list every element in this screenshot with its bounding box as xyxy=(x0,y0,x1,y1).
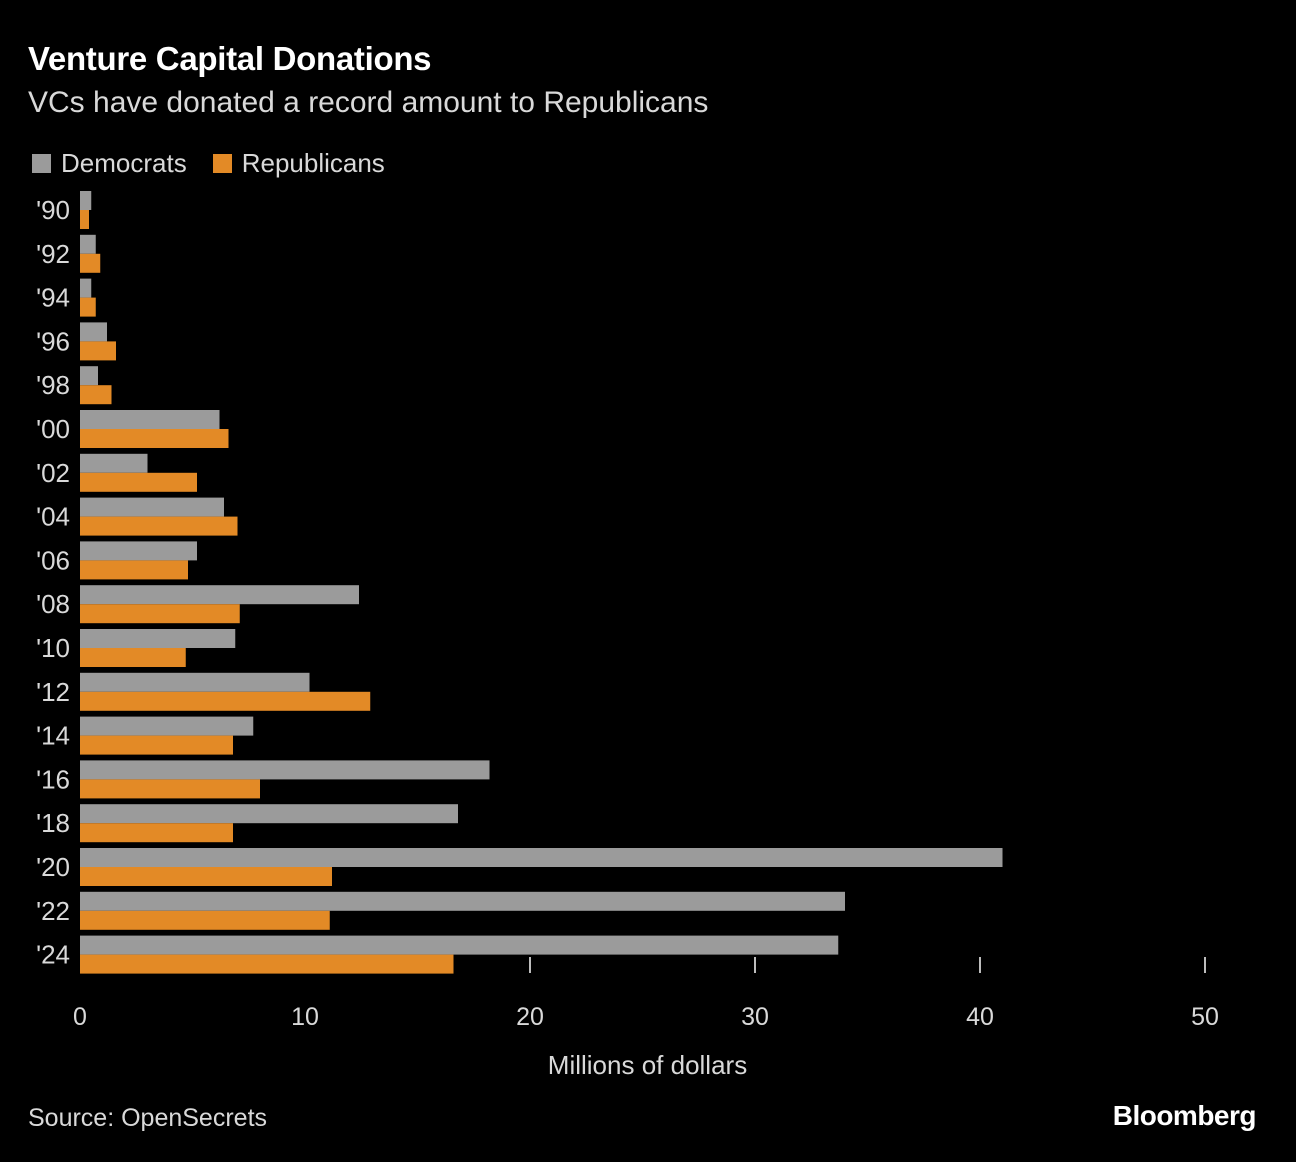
bloomberg-logo: Bloomberg xyxy=(1112,1100,1257,1131)
bar-democrats-11 xyxy=(80,672,310,692)
category-label-11: '12 xyxy=(36,677,70,707)
legend: Democrats Republicans xyxy=(32,148,411,179)
bar-democrats-15 xyxy=(80,848,1003,867)
category-label-13: '16 xyxy=(36,764,70,794)
bar-republicans-2 xyxy=(80,297,96,317)
category-label-9: '08 xyxy=(36,589,70,619)
category-label-4: '98 xyxy=(36,370,70,400)
bar-republicans-0 xyxy=(80,210,89,229)
bar-democrats-9 xyxy=(80,585,359,605)
category-label-6: '02 xyxy=(36,458,70,488)
x-tick-label-10: 10 xyxy=(291,1003,319,1031)
bar-democrats-17 xyxy=(80,935,839,955)
bar-democrats-1 xyxy=(80,234,96,254)
legend-swatch-republicans xyxy=(212,154,232,173)
bar-republicans-14 xyxy=(80,823,233,843)
bar-democrats-7 xyxy=(80,497,224,517)
source-note: Source: OpenSecrets xyxy=(28,1104,268,1132)
category-label-0: '90 xyxy=(36,195,70,225)
x-axis-label: Millions of dollars xyxy=(548,1050,747,1080)
legend-swatch-democrats xyxy=(32,154,51,173)
bar-republicans-1 xyxy=(80,253,101,273)
bar-republicans-10 xyxy=(80,648,186,667)
x-tick-label-20: 20 xyxy=(516,1003,544,1031)
bar-republicans-6 xyxy=(80,472,197,492)
bar-democrats-5 xyxy=(80,410,220,429)
category-label-1: '92 xyxy=(36,239,70,269)
category-label-2: '94 xyxy=(36,283,70,313)
x-tick-label-40: 40 xyxy=(966,1003,994,1031)
x-tick-label-50: 50 xyxy=(1191,1003,1219,1031)
bar-republicans-16 xyxy=(80,910,330,930)
legend-label-republicans: Republicans xyxy=(241,148,385,178)
category-label-7: '04 xyxy=(36,502,70,532)
bar-republicans-9 xyxy=(80,604,240,624)
category-label-3: '96 xyxy=(36,326,70,356)
x-tick-label-0: 0 xyxy=(73,1003,87,1031)
bar-chart: '90 '92 '94 '96 '98 '00 '02 '04 '06 '08 '10 '12 '14 '… xyxy=(36,191,1219,1080)
bar-democrats-3 xyxy=(80,322,107,342)
bar-republicans-11 xyxy=(80,691,371,711)
bar-republicans-7 xyxy=(80,516,238,536)
bar-republicans-5 xyxy=(80,429,229,448)
chart-subtitle: VCs have donated a record amount to Repu… xyxy=(28,86,709,119)
category-label-5: '00 xyxy=(36,414,70,444)
bar-democrats-4 xyxy=(80,366,98,386)
category-label-8: '06 xyxy=(36,545,70,575)
bar-republicans-12 xyxy=(80,735,233,755)
legend-label-democrats: Democrats xyxy=(61,148,187,178)
bar-democrats-6 xyxy=(80,453,148,473)
bar-republicans-8 xyxy=(80,560,188,580)
bar-democrats-8 xyxy=(80,541,197,561)
category-label-14: '18 xyxy=(36,808,70,838)
bar-democrats-2 xyxy=(80,278,92,298)
x-tick-label-30: 30 xyxy=(741,1003,769,1031)
bar-democrats-14 xyxy=(80,804,458,824)
category-label-16: '22 xyxy=(36,896,70,926)
category-label-17: '24 xyxy=(36,940,70,970)
bar-democrats-0 xyxy=(80,191,92,210)
bar-republicans-13 xyxy=(80,779,260,799)
category-label-12: '14 xyxy=(36,721,70,751)
category-label-10: '10 xyxy=(36,633,70,663)
category-label-15: '20 xyxy=(36,852,70,882)
bar-republicans-3 xyxy=(80,341,116,361)
bar-democrats-10 xyxy=(80,629,236,648)
bar-republicans-15 xyxy=(80,867,332,886)
bar-republicans-4 xyxy=(80,385,112,405)
bar-democrats-16 xyxy=(80,891,845,911)
bar-democrats-13 xyxy=(80,760,490,780)
legend-item-democrats: Democrats xyxy=(32,148,187,179)
bar-democrats-12 xyxy=(80,716,254,736)
bar-republicans-17 xyxy=(80,954,454,974)
legend-item-republicans: Republicans xyxy=(212,148,385,179)
chart-title: Venture Capital Donations xyxy=(28,40,432,77)
